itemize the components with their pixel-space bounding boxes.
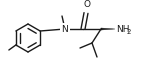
Text: O: O	[83, 0, 91, 9]
Polygon shape	[101, 28, 115, 30]
Text: 2: 2	[126, 28, 131, 34]
Text: N: N	[62, 24, 68, 33]
Text: NH: NH	[116, 24, 129, 33]
